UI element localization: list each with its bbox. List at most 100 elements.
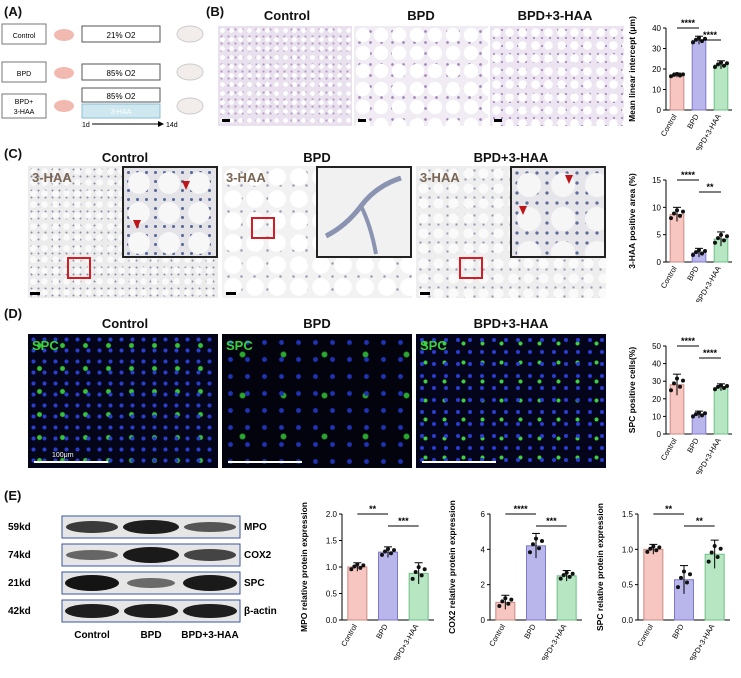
western-blot: 59kd MPO 74kd COX2 21kd SPC 42kd β-actin… [8, 515, 277, 641]
data-point [672, 381, 676, 386]
stain-label: 3-HAA [32, 170, 72, 185]
y-tick-label: 10 [652, 203, 661, 212]
data-point [706, 559, 711, 564]
data-point [688, 572, 692, 577]
inset-cell-lines [324, 175, 402, 255]
group-box-treat [1, 93, 47, 119]
x-tick-label: BPD [522, 622, 538, 640]
timeline-end: 14d [166, 122, 178, 129]
x-tick-label: BPD [685, 112, 701, 130]
panel-a-label: (A) [4, 4, 23, 19]
bar [377, 551, 399, 621]
data-point [725, 234, 729, 239]
sig-label: ** [369, 504, 377, 514]
if-image-control [28, 334, 218, 468]
y-tick-label: 0 [657, 258, 662, 267]
x-tick-label: Control [635, 622, 655, 648]
data-point [389, 551, 393, 556]
y-tick-label: 1.5 [622, 510, 634, 519]
haa-box [81, 103, 161, 119]
data-point [392, 548, 396, 553]
sig-label: **** [514, 504, 529, 514]
data-point [352, 564, 357, 569]
data-point [531, 542, 535, 547]
data-point [570, 571, 575, 576]
y-axis-label: 3-HAA positive area (%) [627, 173, 637, 269]
stain-label: 3-HAA [226, 170, 266, 185]
y-tick-label: 0.5 [326, 590, 338, 599]
he-image-bpd [354, 26, 488, 126]
panel-b-title-treat: BPD+3-HAA [517, 8, 593, 23]
data-point [691, 40, 695, 45]
pup-icon [54, 67, 74, 79]
roi-box [67, 257, 91, 279]
treatment-box-treat [81, 87, 161, 103]
data-point [700, 251, 704, 256]
data-point [651, 544, 656, 549]
group-box-bpd [1, 61, 47, 83]
y-tick-label: 0 [481, 616, 486, 625]
data-point [358, 565, 363, 570]
x-tick-label: BPD [685, 264, 701, 282]
data-point [534, 536, 538, 541]
data-point [657, 545, 662, 550]
data-point [713, 65, 717, 70]
band [66, 521, 118, 533]
data-point [716, 62, 720, 67]
data-point [719, 232, 723, 237]
x-tick-label: Control [659, 264, 679, 290]
data-point [697, 35, 701, 40]
data-point [558, 576, 563, 581]
panel-c-title-bpd: BPD [303, 150, 331, 165]
bar [713, 386, 729, 435]
y-tick-label: 30 [652, 45, 661, 54]
bar [347, 566, 368, 621]
x-tick-label: BPD [374, 622, 390, 640]
data-point [681, 378, 685, 383]
data-point [725, 61, 729, 66]
data-point [676, 585, 680, 590]
data-point [528, 550, 532, 555]
protein-label: MPO [244, 522, 267, 533]
sig-label: **** [681, 170, 696, 180]
data-point [722, 238, 726, 243]
group-label-control: Control [13, 33, 36, 40]
sig-label: ** [706, 182, 714, 192]
x-tick-label: BPD [685, 436, 701, 454]
x-tick-label: Control [339, 622, 359, 648]
protein-label: β-actin [244, 606, 277, 617]
data-point [413, 569, 418, 574]
data-point [416, 565, 421, 570]
bar-chart-mpo: MPO relative protein expression 0.0 0.5 1.0… [299, 502, 434, 660]
data-point [703, 249, 707, 254]
group-label-treat: BPD+ [15, 99, 33, 106]
scale-bar [494, 119, 502, 122]
data-point [540, 538, 544, 543]
data-point [506, 601, 511, 606]
y-tick-label: 4 [481, 545, 486, 554]
data-point [694, 250, 698, 255]
bar [691, 39, 707, 111]
y-tick-label: 6 [481, 510, 486, 519]
y-tick-label: 20 [652, 65, 661, 74]
data-point [716, 236, 720, 241]
sig-label: **** [703, 30, 718, 40]
band [184, 522, 236, 532]
stain-label: SPC [226, 338, 253, 353]
data-point [645, 549, 650, 554]
treatment-box-bpd [81, 63, 161, 81]
scale-bar [422, 461, 496, 463]
panel-c-title-control: Control [101, 150, 149, 165]
data-point [669, 388, 673, 393]
data-point [681, 209, 685, 214]
x-tick-label: BPD+3-HAA [688, 623, 717, 661]
panel-d-label: (D) [4, 306, 23, 321]
scale-bar [358, 119, 366, 122]
pup-icon [54, 100, 74, 112]
band [65, 604, 119, 618]
y-tick-label: 2 [481, 581, 486, 590]
panel-c-label: (C) [4, 146, 23, 161]
panel-d-title-bpd: BPD [303, 316, 331, 331]
kd-label: 42kd [8, 606, 31, 617]
bar [669, 74, 685, 111]
